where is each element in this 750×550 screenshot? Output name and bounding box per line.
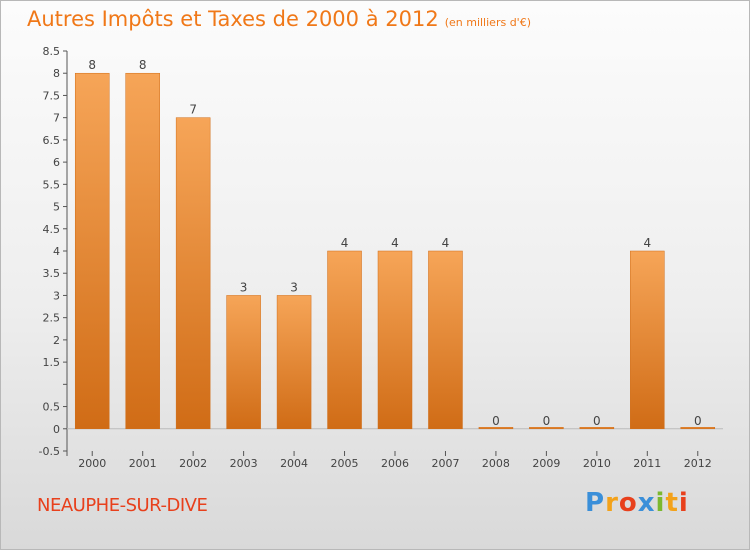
y-tick-label: 2 [53,334,60,347]
chart-title-text: Autres Impôts et Taxes de 2000 à 2012 [27,7,439,31]
logo-letter: o [618,488,638,518]
y-tick-label: 8.5 [43,45,61,58]
y-tick-label: 4.5 [43,223,61,236]
place-name: NEAUPHE-SUR-DIVE [37,495,208,516]
bar-2007 [428,250,463,430]
y-tick-label: 3.5 [43,267,61,280]
bar-2003 [226,295,261,430]
logo-letter: x [637,488,656,518]
y-tick-label: 1.5 [43,356,61,369]
x-tick-label: 2012 [684,457,712,470]
y-tick-label: 6.5 [43,134,61,147]
value-label-2012: 0 [694,414,702,428]
chart-subtitle: (en milliers d'€) [444,16,531,29]
value-label-2008: 0 [492,414,500,428]
proxiti-logo: Proxiti [585,488,689,518]
logo-letter: P [585,488,606,518]
value-label-2011: 4 [643,236,651,250]
x-tick-label: 2001 [129,457,157,470]
value-label-2004: 3 [290,280,298,294]
value-label-2002: 7 [189,103,197,117]
x-tick-label: 2007 [431,457,459,470]
value-label-2005: 4 [341,236,349,250]
y-tick-label: 0 [53,423,60,436]
chart-title: Autres Impôts et Taxes de 2000 à 2012 (en… [27,7,531,31]
y-tick-label: 3 [53,289,60,302]
y-tick-label: 7.5 [43,89,61,102]
y-tick-label: 6 [53,156,60,169]
bar-2005 [327,250,362,430]
bar-2000 [74,72,110,430]
value-label-2000: 8 [88,58,96,72]
y-tick-label: 7 [53,112,60,125]
bar-2006 [377,250,413,430]
value-label-2006: 4 [391,236,399,250]
x-tick-label: 2000 [78,457,106,470]
bar-2011 [630,250,665,430]
y-tick-label: 5.5 [43,178,61,191]
value-label-2003: 3 [240,280,248,294]
x-tick-label: 2009 [532,457,560,470]
x-tick-label: 2006 [381,457,409,470]
value-label-2001: 8 [139,58,147,72]
bar-2001 [125,72,160,430]
bar-2004 [276,295,312,430]
logo-letter: t [665,488,679,518]
y-tick-label: 4 [53,245,60,258]
y-tick-label: 2.5 [43,312,61,325]
bar-2012 [680,427,716,430]
x-tick-label: 2010 [583,457,611,470]
bar-2010 [579,427,615,430]
value-label-2007: 4 [442,236,450,250]
y-tick-label: -0.5 [39,445,60,458]
logo-letter: i [655,488,666,518]
x-tick-label: 2008 [482,457,510,470]
chart-value-labels: 8 8 7 3 3 4 4 4 0 0 0 4 0 [88,58,701,428]
logo-letter: r [605,488,619,518]
y-tick-label: 5 [53,201,60,214]
x-tick-label: 2011 [633,457,661,470]
value-label-2010: 0 [593,414,601,428]
bar-2009 [529,427,564,430]
logo-letter: i [678,488,689,518]
bar-2008 [478,427,514,430]
x-tick-label: 2003 [230,457,258,470]
y-tick-label: 8 [53,67,60,80]
value-label-2009: 0 [543,414,551,428]
x-tick-label: 2004 [280,457,308,470]
x-tick-label: 2002 [179,457,207,470]
bar-2002 [175,117,211,430]
x-tick-label: 2005 [331,457,359,470]
y-tick-label: 0.5 [43,401,61,414]
chart-bars [74,72,716,430]
